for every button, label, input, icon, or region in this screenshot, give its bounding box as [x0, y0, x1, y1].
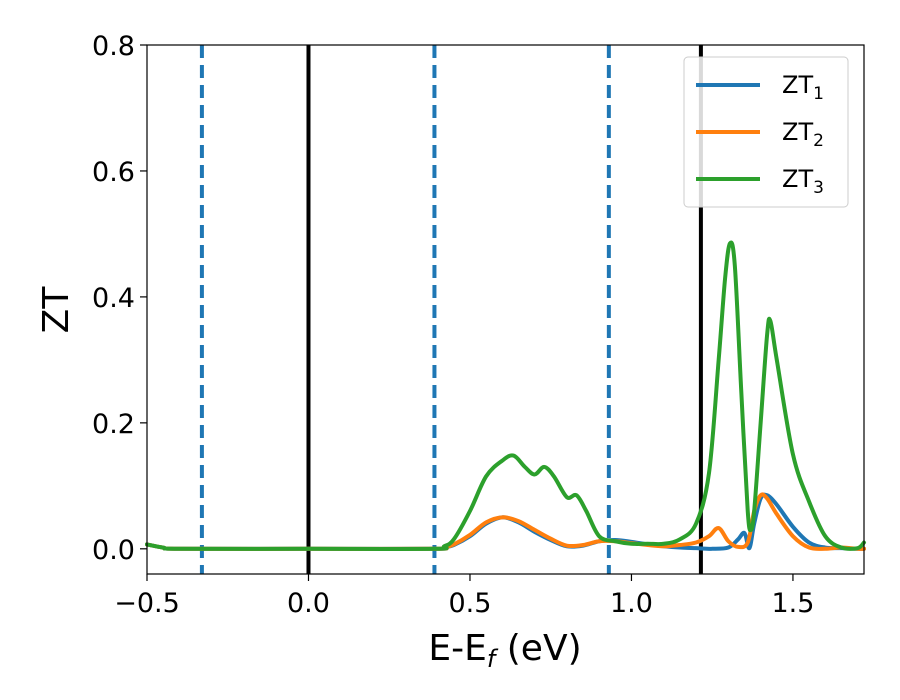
x-tick-label: 1.5 — [771, 588, 814, 619]
legend-label-zt2: ZT2 — [782, 118, 824, 151]
legend-box — [683, 56, 849, 208]
y-tick-label: 0.4 — [92, 283, 135, 314]
x-axis-label: E-Ef (eV) — [428, 628, 581, 673]
x-tick-label: 0.0 — [287, 588, 330, 619]
x-axis-label-main: E-E — [428, 628, 486, 669]
legend-label-zt3: ZT3 — [782, 165, 824, 198]
y-tick-label: 0.0 — [92, 535, 135, 566]
series-line-zt3 — [145, 240, 866, 551]
y-tick-label: 0.6 — [92, 157, 135, 188]
y-axis-ticks: 0.0 0.2 0.4 0.6 0.8 — [92, 31, 147, 566]
x-tick-label: −0.5 — [114, 588, 180, 619]
x-axis-ticks: −0.5 0.0 0.5 1.0 1.5 — [114, 574, 814, 619]
series-lines — [145, 240, 866, 551]
y-axis-label: ZT — [36, 286, 77, 334]
x-tick-label: 0.5 — [448, 588, 491, 619]
y-tick-label: 0.8 — [92, 31, 135, 62]
legend-label-zt1: ZT1 — [782, 71, 824, 104]
y-tick-label: 0.2 — [92, 409, 135, 440]
x-axis-label-unit: (eV) — [495, 628, 581, 669]
x-tick-label: 1.0 — [610, 588, 653, 619]
plot-frame — [146, 44, 865, 575]
legend: ZT1 ZT2 ZT3 — [683, 56, 849, 208]
reference-lines — [199, 45, 703, 574]
